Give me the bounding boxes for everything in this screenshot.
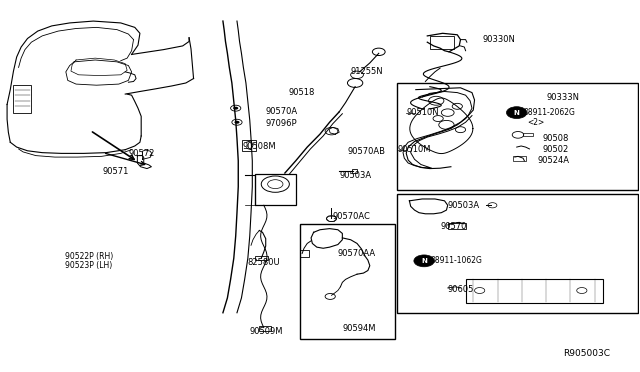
Bar [259, 326, 271, 331]
Text: 90594M: 90594M [342, 324, 376, 333]
Text: 82580U: 82580U [248, 258, 280, 267]
Text: <2>: <2> [527, 118, 545, 127]
Text: N: N [514, 110, 520, 116]
Bar [242, 140, 256, 151]
Bar [255, 256, 268, 260]
Text: 90523P (LH): 90523P (LH) [65, 261, 112, 270]
Bar [448, 223, 466, 229]
Bar [397, 194, 638, 313]
Circle shape [414, 255, 435, 267]
Text: 90508: 90508 [542, 134, 568, 143]
Text: 90570A: 90570A [266, 108, 298, 116]
Text: 91255N: 91255N [351, 67, 383, 76]
Text: 90518: 90518 [288, 88, 314, 97]
Bar [352, 169, 357, 173]
Text: 90605: 90605 [448, 285, 474, 294]
Text: 90509M: 90509M [250, 327, 284, 336]
Text: 90503A: 90503A [339, 171, 371, 180]
Text: R905003C: R905003C [563, 349, 610, 358]
Text: 90524A: 90524A [537, 156, 569, 165]
Text: 90330N: 90330N [483, 35, 516, 44]
Text: 90510N: 90510N [406, 108, 439, 117]
Bar [300, 250, 309, 257]
Text: 90503A: 90503A [448, 201, 480, 210]
Text: 08911-1062G: 08911-1062G [431, 256, 483, 265]
Text: 08911-2062G: 08911-2062G [523, 108, 575, 117]
Text: 90502: 90502 [542, 145, 568, 154]
Text: 90571: 90571 [103, 167, 129, 176]
Text: 90570: 90570 [440, 222, 467, 231]
Circle shape [234, 121, 239, 124]
Circle shape [506, 107, 527, 119]
Bar [466, 279, 603, 303]
Bar [13, 85, 31, 113]
Circle shape [233, 107, 238, 110]
Text: 90510M: 90510M [398, 145, 431, 154]
Bar [300, 224, 396, 339]
Bar [430, 36, 454, 49]
Text: N: N [421, 258, 427, 264]
Text: 90522P (RH): 90522P (RH) [65, 252, 113, 261]
Text: 90508M: 90508M [242, 142, 276, 151]
Text: 97096P: 97096P [266, 119, 298, 128]
Text: 90570AB: 90570AB [348, 147, 385, 156]
Bar [513, 156, 526, 161]
Text: 90570AC: 90570AC [333, 212, 371, 221]
Bar [523, 134, 533, 137]
Text: 90570AA: 90570AA [338, 249, 376, 258]
Bar [397, 83, 638, 190]
Text: 90572: 90572 [129, 149, 155, 158]
Text: 90333N: 90333N [547, 93, 580, 102]
Bar [255, 174, 296, 205]
